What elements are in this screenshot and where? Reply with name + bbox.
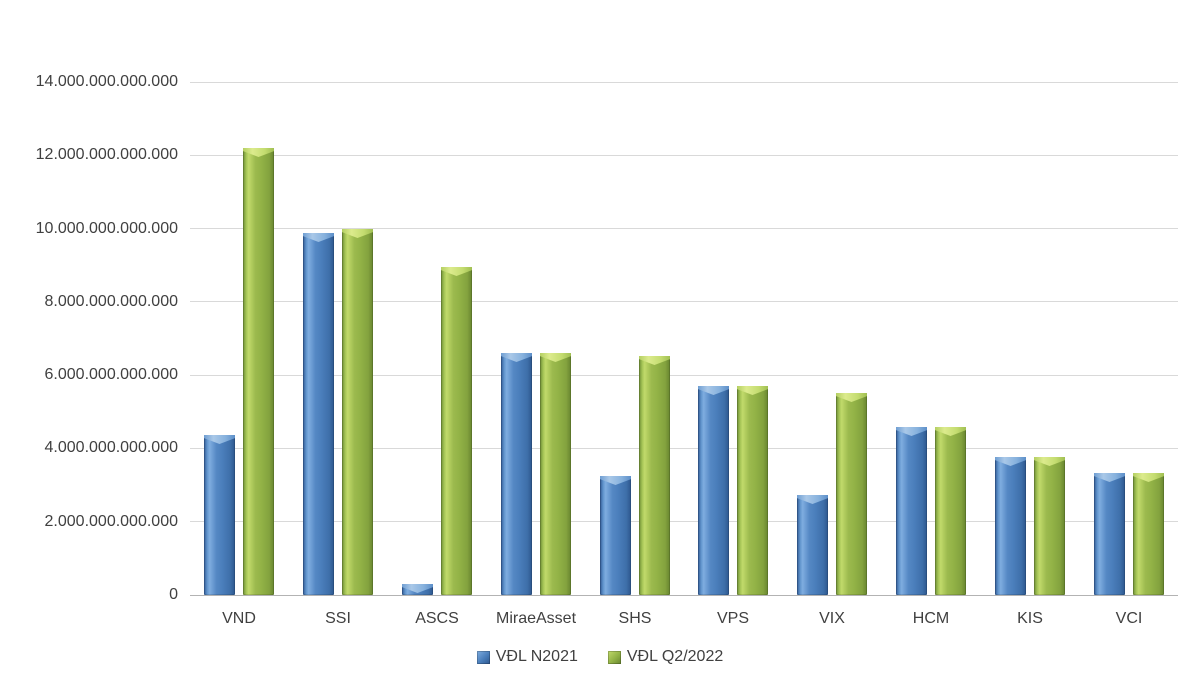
gridline: [190, 521, 1178, 523]
bar-bevel-highlight: [896, 427, 927, 436]
bar-vps-vdl-q2-2022: [737, 386, 768, 595]
bar-vix-vdl-n2021: [797, 495, 828, 595]
bar-vnd-vdl-q2-2022: [243, 148, 274, 595]
legend: VĐL N2021 VĐL Q2/2022: [0, 644, 1200, 670]
y-axis-tick-label: 8.000.000.000.000: [44, 292, 178, 310]
bar-miraeasset-vdl-n2021: [501, 353, 532, 595]
x-axis-category-label: VPS: [716, 610, 749, 627]
x-axis-category-label: MiraeAsset: [495, 610, 577, 627]
y-axis-tick-label: 12.000.000.000.000: [35, 146, 178, 164]
bar-vps-vdl-n2021: [698, 386, 729, 595]
legend-item-vdl-n2021: VĐL N2021: [476, 648, 578, 666]
bar-kis-vdl-q2-2022: [1034, 457, 1065, 595]
x-axis-category-label: KIS: [1017, 610, 1043, 627]
y-axis-tick-label: 2.000.000.000.000: [44, 512, 178, 530]
y-axis-tick-label: 10.000.000.000.000: [35, 219, 178, 237]
bar-bevel-highlight: [204, 435, 235, 444]
bar-bevel-highlight: [243, 148, 274, 157]
bar-bevel-highlight: [1094, 473, 1125, 482]
y-axis-tick-label: 4.000.000.000.000: [44, 439, 178, 457]
bar-ssi-vdl-q2-2022: [342, 229, 373, 595]
bar-hcm-vdl-q2-2022: [935, 427, 966, 595]
bar-bevel-highlight: [441, 267, 472, 276]
bar-miraeasset-vdl-q2-2022: [540, 353, 571, 595]
x-axis: VND SSI ASCS MiraeAsset SHS VPS VIX HCM KIS VCI: [190, 608, 1178, 634]
bar-bevel-highlight: [1034, 457, 1065, 466]
gridline: [190, 301, 1178, 303]
x-axis-line: [190, 594, 1178, 596]
bar-ssi-vdl-n2021: [303, 233, 334, 595]
x-axis-category-label: SHS: [618, 610, 652, 627]
x-axis-category-label: SSI: [325, 610, 351, 627]
y-axis: 0 2.000.000.000.000 4.000.000.000.000 6.000…: [0, 73, 178, 603]
legend-marker-blue-icon: [476, 650, 490, 664]
bar-bevel-highlight: [995, 457, 1026, 466]
x-axis-category-label: VND: [222, 610, 256, 627]
legend-label-vdl-n2021: VĐL N2021: [495, 648, 578, 665]
bar-ascs-vdl-n2021: [402, 584, 433, 595]
legend-marker-green-icon: [607, 650, 621, 664]
gridline: [190, 81, 1178, 83]
bar-bevel-highlight: [698, 386, 729, 395]
x-axis-category-label: VCI: [1115, 610, 1143, 627]
gridline: [190, 447, 1178, 449]
bar-bevel-highlight: [1133, 473, 1164, 482]
bar-ascs-vdl-q2-2022: [441, 267, 472, 595]
bar-bevel-highlight: [639, 356, 670, 365]
bar-vnd-vdl-n2021: [204, 435, 235, 595]
gridline: [190, 228, 1178, 230]
bar-bevel-highlight: [797, 495, 828, 504]
x-axis-category-label: HCM: [912, 610, 950, 627]
bar-bevel-highlight: [501, 353, 532, 362]
bar-kis-vdl-n2021: [995, 457, 1026, 595]
bar-vci-vdl-n2021: [1094, 473, 1125, 595]
bar-bevel-highlight: [342, 229, 373, 238]
y-axis-tick-label: 6.000.000.000.000: [44, 366, 178, 384]
bar-hcm-vdl-n2021: [896, 427, 927, 595]
bar-bevel-highlight: [836, 393, 867, 402]
bar-bevel-highlight: [600, 476, 631, 485]
bar-vci-vdl-q2-2022: [1133, 473, 1164, 595]
bar-bevel-highlight: [303, 233, 334, 242]
bar-bevel-highlight: [402, 584, 433, 593]
y-axis-tick-label: 14.000.000.000.000: [35, 73, 178, 90]
x-axis-category-label: VIX: [819, 610, 845, 627]
x-axis-category-label: ASCS: [415, 610, 459, 627]
plot-area: [190, 81, 1178, 596]
gridline: [190, 374, 1178, 376]
bar-shs-vdl-q2-2022: [639, 356, 670, 595]
gridline: [190, 154, 1178, 156]
bar-bevel-highlight: [540, 353, 571, 362]
legend-item-vdl-q2-2022: VĐL Q2/2022: [607, 648, 724, 666]
bar-bevel-highlight: [935, 427, 966, 436]
bar-vix-vdl-q2-2022: [836, 393, 867, 595]
bar-bevel-highlight: [737, 386, 768, 395]
bar-shs-vdl-n2021: [600, 476, 631, 595]
legend-label-vdl-q2-2022: VĐL Q2/2022: [626, 648, 724, 665]
y-axis-tick-label: 0: [169, 586, 178, 603]
